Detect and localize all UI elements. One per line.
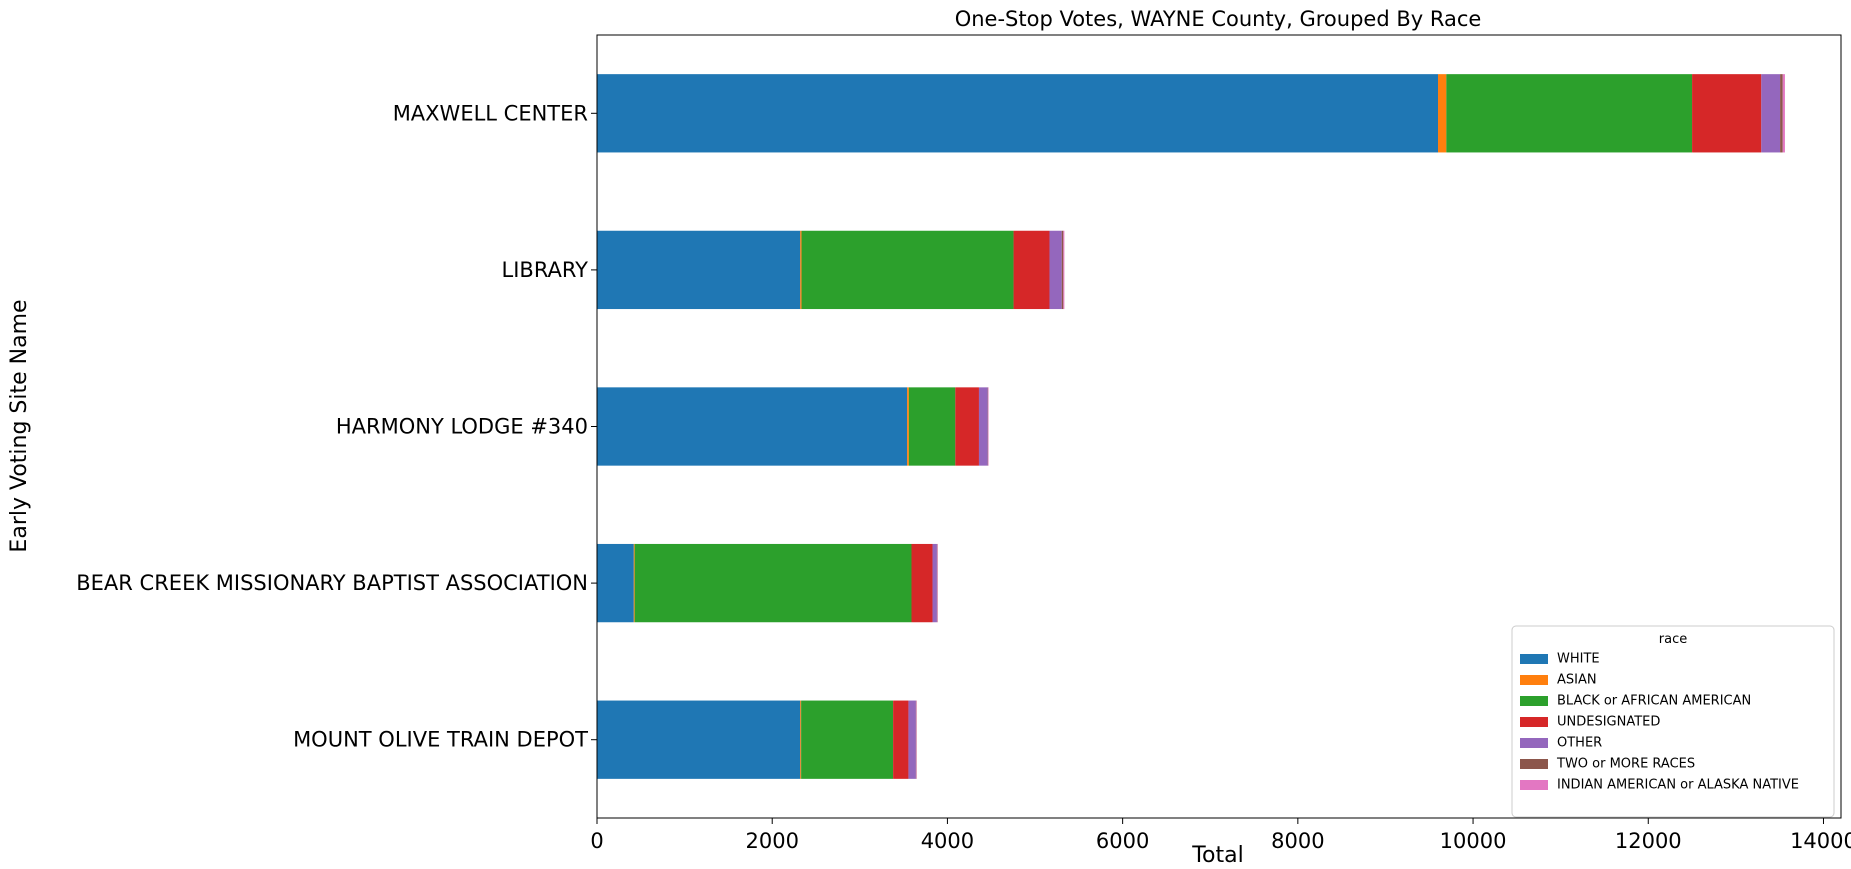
chart-title: One-Stop Votes, WAYNE County, Grouped By… (955, 7, 1482, 31)
bar-mount-olive-train-depot-white (597, 700, 801, 779)
x-tick-label: 0 (590, 829, 603, 853)
bar-mount-olive-train-depot-asian (800, 700, 802, 779)
y-tick-label: MOUNT OLIVE TRAIN DEPOT (293, 728, 588, 752)
legend-swatch-undesignated (1520, 717, 1548, 727)
legend-label-white: WHITE (1557, 652, 1600, 667)
x-tick-label: 4000 (921, 829, 974, 853)
legend-label-undesignated: UNDESIGNATED (1557, 715, 1660, 730)
legend-swatch-black-or-african-american (1520, 696, 1548, 706)
y-tick-label: HARMONY LODGE #340 (336, 415, 588, 439)
bar-harmony-lodge-340-undesignated (955, 387, 979, 466)
bar-mount-olive-train-depot-undesignated (893, 700, 909, 779)
legend: race WHITE ASIAN BLACK or AFRICAN AMERICAN U… (1511, 625, 1835, 818)
legend-swatch-white (1520, 654, 1548, 664)
bar-maxwell-center-undesignated (1692, 74, 1762, 153)
bar-library-other (1049, 230, 1062, 310)
bar-harmony-lodge-340-asian (907, 387, 909, 466)
bar-harmony-lodge-340-white (597, 387, 908, 466)
legend-swatch-two-or-more-races (1520, 759, 1548, 769)
legend-label-black-or-african-american: BLACK or AFRICAN AMERICAN (1557, 694, 1751, 709)
x-tick-label: 6000 (1096, 829, 1149, 853)
x-tick-label: 12000 (1615, 829, 1682, 853)
bar-bear-creek-missionary-baptist-association-black-or-african-american (634, 543, 912, 623)
bar-maxwell-center-black-or-african-american (1446, 74, 1693, 153)
legend-label-indian-american-or-alaska-native: INDIAN AMERICAN or ALASKA NATIVE (1557, 778, 1799, 793)
bar-library-asian (800, 230, 802, 310)
y-axis-label: Early Voting Site Name (7, 299, 32, 552)
bar-maxwell-center-two-or-more-races (1780, 74, 1783, 153)
y-tick-label: LIBRARY (502, 258, 589, 282)
legend-label-asian: ASIAN (1557, 673, 1597, 688)
bar-mount-olive-train-depot-black-or-african-american (801, 700, 894, 779)
legend-label-other: OTHER (1557, 736, 1602, 751)
y-tick-label: MAXWELL CENTER (393, 101, 588, 125)
bar-bear-creek-missionary-baptist-association-white (597, 543, 634, 623)
y-axis: MAXWELL CENTER LIBRARY HARMONY LODGE #340 B… (76, 101, 597, 752)
y-tick-label: BEAR CREEK MISSIONARY BAPTIST ASSOCIATIO… (76, 571, 588, 595)
bars-group (597, 74, 1785, 779)
x-axis-label: Total (1191, 843, 1243, 868)
bar-library-white (597, 230, 801, 310)
bar-library-black-or-african-american (801, 230, 1014, 310)
bar-maxwell-center-indian-american-or-alaska-native (1782, 74, 1785, 153)
bar-library-undesignated (1013, 230, 1050, 310)
bar-maxwell-center-white (597, 74, 1439, 153)
bar-bear-creek-missionary-baptist-association-undesignated (911, 543, 933, 623)
x-tick-label: 2000 (745, 829, 798, 853)
legend-swatch-other (1520, 738, 1548, 748)
x-axis: 0 2000 4000 6000 8000 10000 12000 14000 (590, 818, 1851, 853)
bar-library-two-or-more-races (1061, 230, 1064, 310)
bar-library-indian-american-or-alaska-native (1063, 230, 1065, 310)
bar-harmony-lodge-340-black-or-african-american (908, 387, 956, 466)
bar-harmony-lodge-340-other (978, 387, 988, 466)
x-tick-label: 10000 (1440, 829, 1507, 853)
x-tick-label: 14000 (1790, 829, 1851, 853)
bar-mount-olive-train-depot-other (908, 700, 916, 779)
legend-swatch-indian-american-or-alaska-native (1520, 780, 1548, 790)
bar-maxwell-center-asian (1438, 74, 1447, 153)
x-tick-label: 8000 (1271, 829, 1324, 853)
legend-label-two-or-more-races: TWO or MORE RACES (1556, 757, 1695, 772)
legend-box (1511, 625, 1835, 818)
legend-title: race (1659, 632, 1687, 647)
legend-swatch-asian (1520, 675, 1548, 685)
bar-bear-creek-missionary-baptist-association-other (932, 543, 937, 623)
bar-bear-creek-missionary-baptist-association-asian (633, 543, 635, 623)
bar-maxwell-center-other (1761, 74, 1781, 153)
